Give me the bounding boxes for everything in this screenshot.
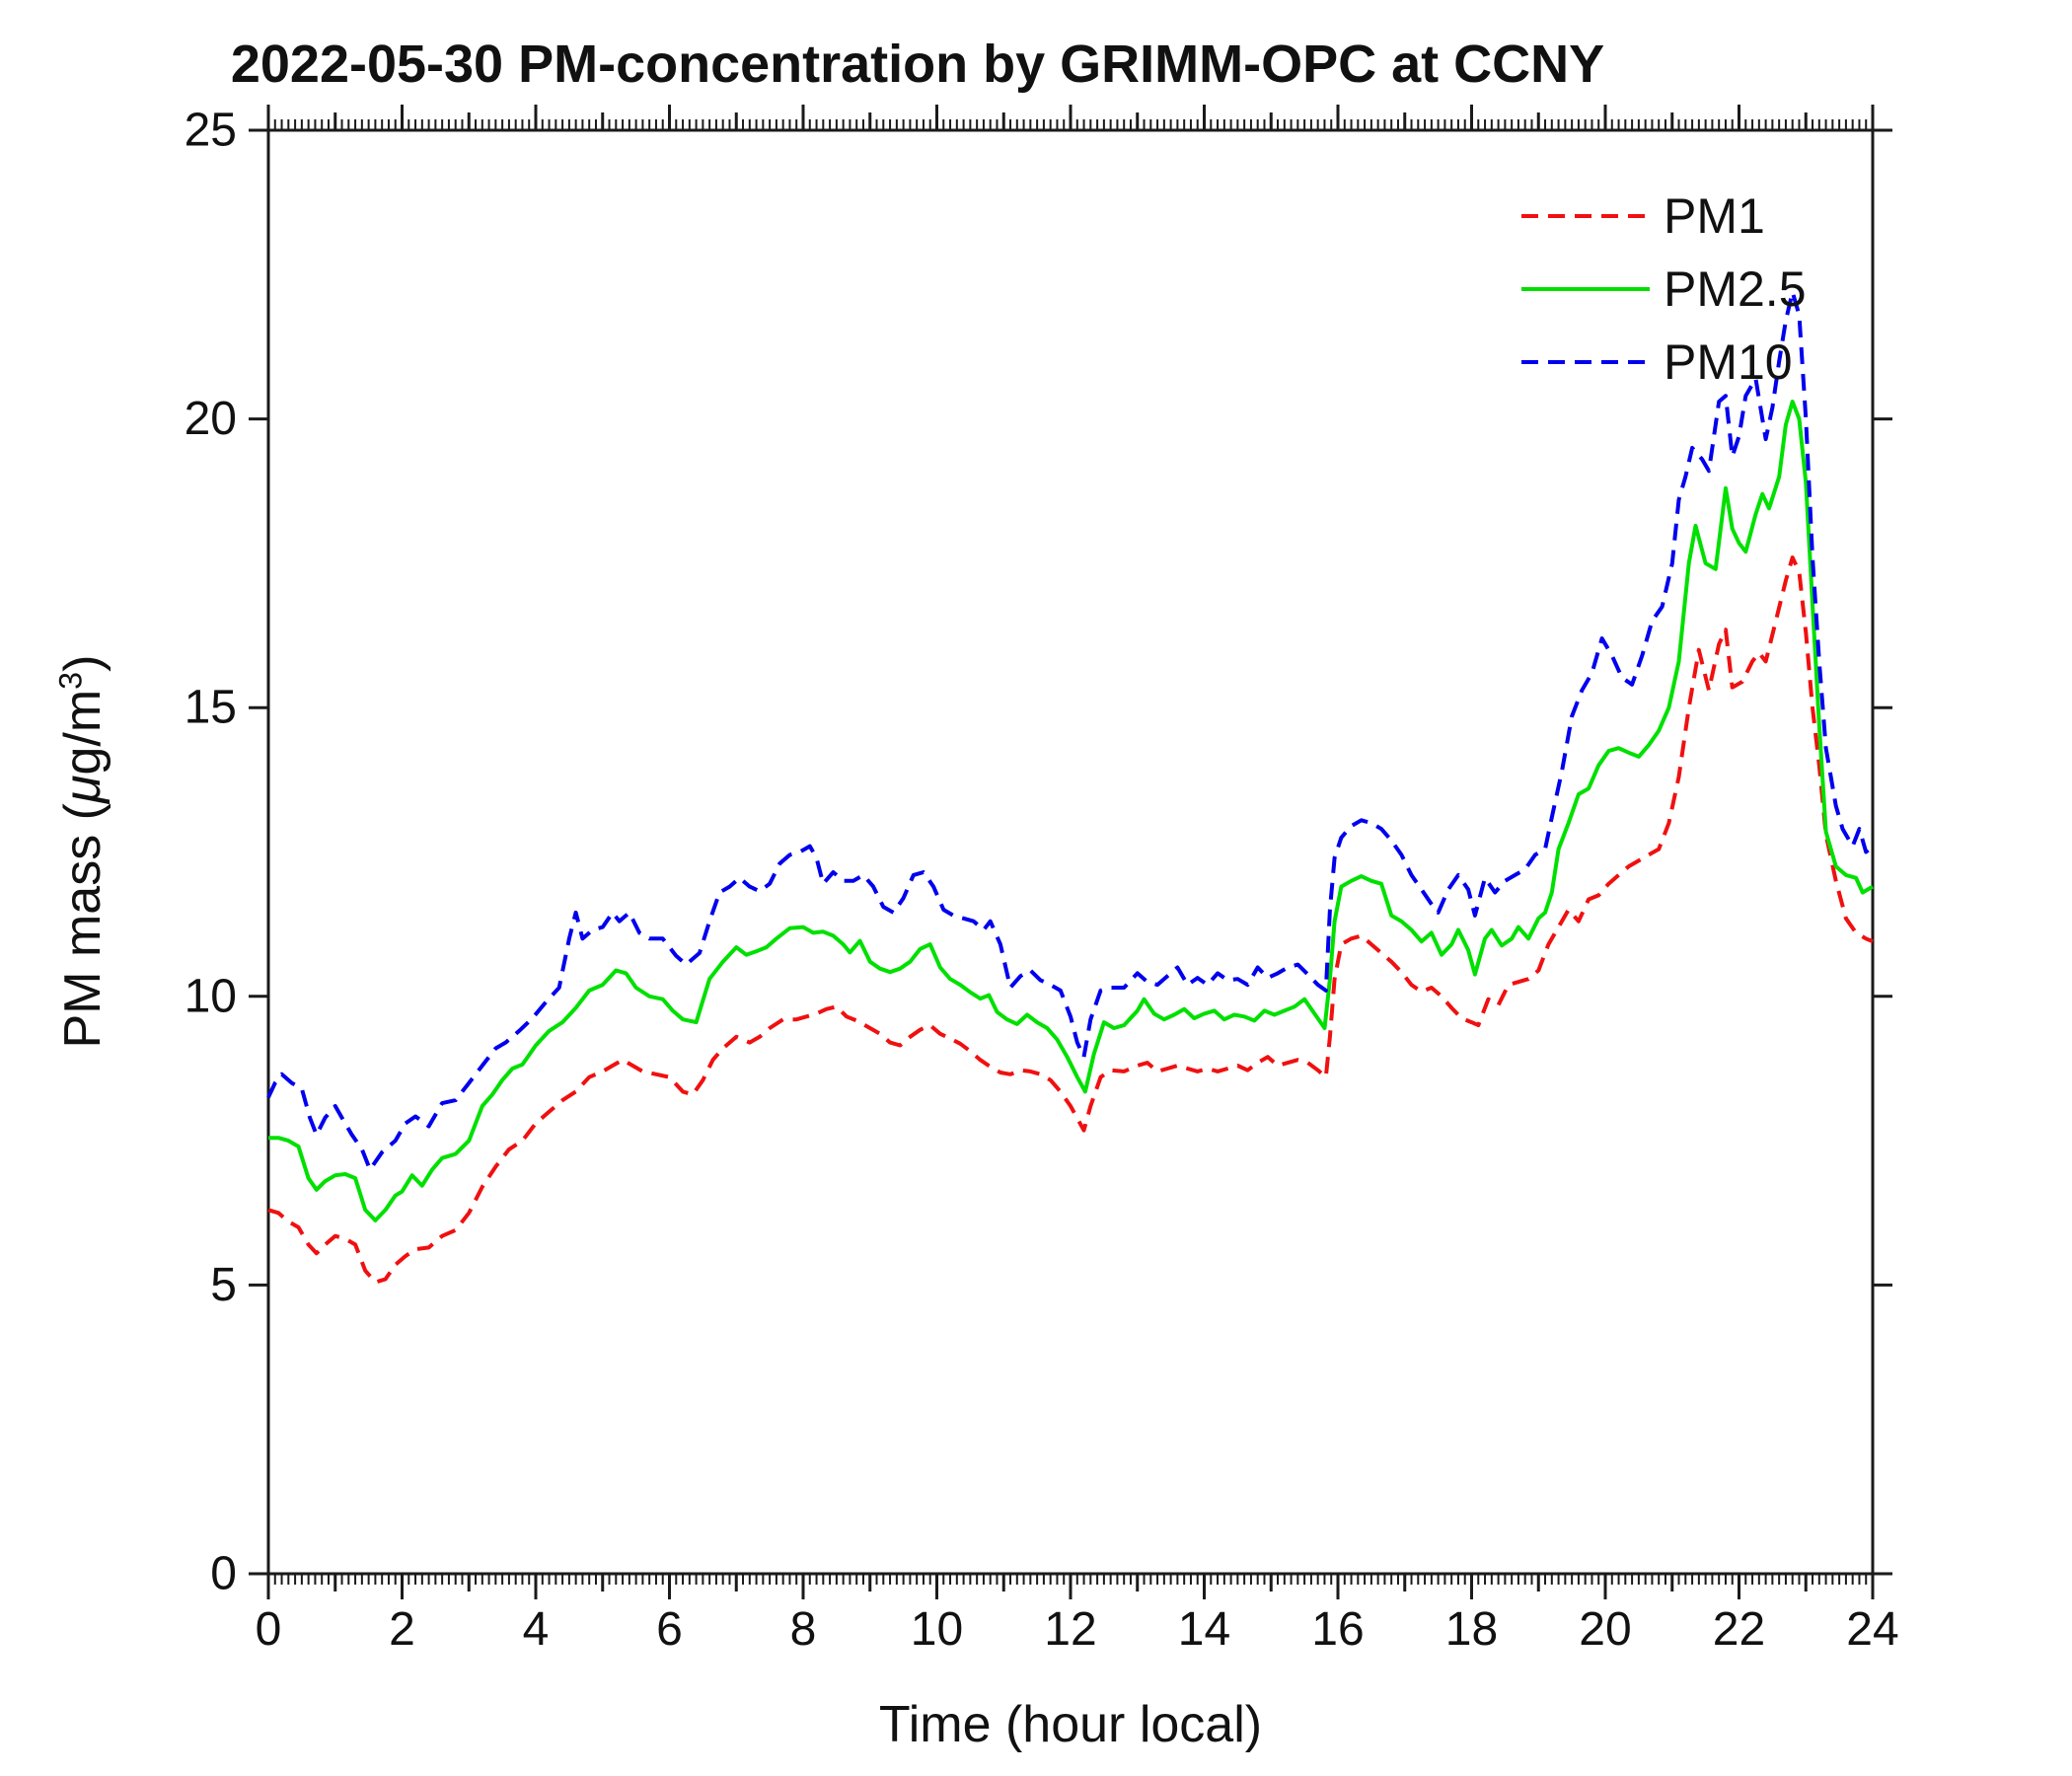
y-tick-label: 10 bbox=[185, 970, 237, 1022]
y-label-unit: g/m bbox=[54, 689, 111, 776]
series-line-pm10 bbox=[266, 289, 1875, 1172]
series-line-pm25 bbox=[268, 400, 1875, 1222]
x-tick-label: 8 bbox=[790, 1603, 817, 1656]
y-axis-label: PM mass (μg/m3) bbox=[53, 655, 112, 1049]
x-tick-label: 24 bbox=[1846, 1603, 1898, 1656]
y-tick-label: 20 bbox=[185, 393, 237, 445]
x-tick-label: 14 bbox=[1178, 1603, 1230, 1656]
x-tick-label: 20 bbox=[1579, 1603, 1631, 1656]
y-tick-label: 15 bbox=[185, 682, 237, 734]
x-tick-label: 16 bbox=[1311, 1603, 1364, 1656]
y-tick-label: 25 bbox=[185, 105, 237, 157]
y-label-suffix: ) bbox=[54, 654, 111, 672]
chart-title: 2022-05-30 PM-concentration by GRIMM-OPC… bbox=[230, 35, 1605, 94]
x-tick-label: 2 bbox=[389, 1603, 415, 1656]
mu-symbol: μ bbox=[54, 775, 111, 804]
x-tick-label: 22 bbox=[1713, 1603, 1765, 1656]
x-tick-label: 10 bbox=[911, 1603, 963, 1656]
x-axis-label: Time (hour local) bbox=[878, 1696, 1263, 1753]
legend-label-pm10: PM10 bbox=[1664, 334, 1793, 390]
x-tick-label: 18 bbox=[1445, 1603, 1498, 1656]
y-tick-label: 5 bbox=[210, 1259, 237, 1311]
x-tick-label: 0 bbox=[256, 1603, 282, 1656]
y-label-prefix: PM mass ( bbox=[54, 803, 111, 1049]
y-label-exponent: 3 bbox=[52, 671, 89, 690]
axes-box bbox=[266, 128, 1875, 1576]
legend-label-pm25: PM2.5 bbox=[1664, 261, 1807, 317]
series-line-pm1 bbox=[267, 555, 1874, 1285]
x-tick-label: 4 bbox=[523, 1603, 550, 1656]
y-tick-label: 0 bbox=[210, 1548, 237, 1600]
legend-label-pm1: PM1 bbox=[1664, 188, 1765, 244]
x-tick-label: 12 bbox=[1044, 1603, 1096, 1656]
x-tick-label: 6 bbox=[656, 1603, 683, 1656]
